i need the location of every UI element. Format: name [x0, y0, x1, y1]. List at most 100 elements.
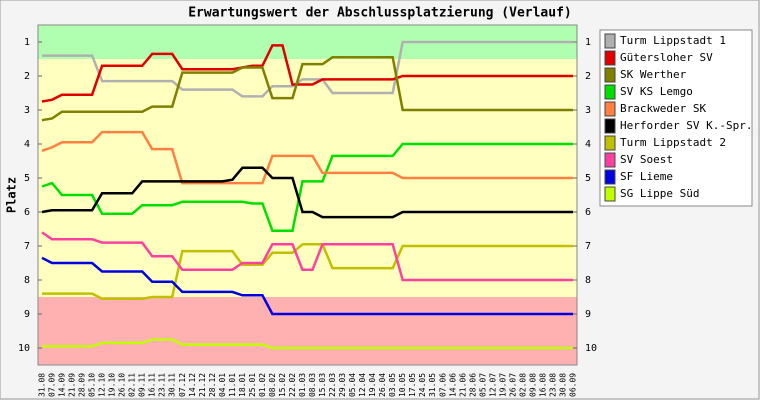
x-tick-label: 10.05	[398, 373, 407, 397]
series-line	[42, 40, 573, 98]
chart-title: Erwartungswert der Abschlussplatzierung …	[188, 6, 572, 21]
x-tick-label: 31.08	[38, 373, 47, 397]
x-tick-label: 22.02	[288, 373, 297, 397]
legend-label: SF Lieme	[620, 170, 673, 183]
series-line	[41, 56, 573, 122]
series-line	[41, 44, 573, 103]
legend-label: SG Lippe Süd	[620, 187, 699, 200]
legend-swatch	[604, 101, 616, 117]
x-tick-label: 31.05	[428, 373, 437, 397]
x-tick-label: 02.08	[518, 373, 527, 397]
legend-box	[599, 29, 753, 207]
x-tick-label: 14.09	[58, 373, 67, 397]
x-tick-label: 23.11	[158, 373, 167, 397]
x-tick-label: 04.01	[218, 373, 227, 397]
x-tick-label: 02.11	[128, 373, 137, 397]
legend-label: Gütersloher SV	[620, 51, 713, 64]
y-tick-label: 4	[24, 139, 30, 150]
y-tick-label-right: 1	[585, 37, 591, 48]
x-tick-label: 28.12	[208, 373, 217, 397]
legend-swatch	[604, 135, 616, 151]
y-tick-label: 5	[24, 173, 30, 184]
x-tick-label: 07.12	[178, 373, 187, 397]
y-tick-label: 10	[18, 343, 30, 354]
series-line	[41, 142, 573, 232]
x-tick-label: 08.03	[308, 373, 317, 397]
x-tick-label: 01.02	[258, 373, 267, 397]
x-tick-label: 01.03	[298, 373, 307, 397]
legend-label: SK Werther	[620, 68, 687, 81]
x-tick-label: 21.09	[68, 373, 77, 397]
x-tick-label: 29.03	[338, 373, 347, 397]
x-tick-label: 14.12	[188, 373, 197, 397]
y-tick-label: 8	[24, 275, 30, 286]
legend-label: SV KS Lemgo	[620, 85, 693, 98]
y-tick-label: 7	[24, 241, 30, 252]
series-line	[41, 130, 573, 185]
x-tick-label: 11.01	[228, 373, 237, 397]
x-tick-label: 06.09	[569, 373, 578, 397]
legend-label: Brackweder SK	[620, 102, 706, 115]
x-tick-label: 19.10	[108, 373, 117, 397]
x-tick-label: 24.05	[418, 373, 427, 397]
x-tick-label: 26.04	[378, 373, 387, 397]
y-tick-label-right: 9	[585, 309, 591, 320]
y-tick-label: 2	[24, 71, 30, 82]
x-tick-label: 18.01	[238, 373, 247, 397]
legend-label: Turm Lippstadt 1	[620, 34, 726, 47]
legend-swatch	[604, 186, 616, 202]
x-tick-label: 21.12	[198, 373, 207, 397]
x-tick-label: 28.06	[468, 373, 477, 397]
legend-swatch	[604, 33, 616, 49]
x-tick-label: 30.08	[558, 373, 567, 397]
legend-swatch	[604, 67, 616, 83]
legend-label: Herforder SV K.-Spr. 2	[620, 119, 760, 132]
plot-area	[37, 24, 578, 366]
y-tick-label: 1	[24, 37, 30, 48]
y-axis-label: Platz	[5, 177, 19, 213]
x-tick-label: 15.02	[278, 373, 287, 397]
y-tick-label-right: 6	[585, 207, 591, 218]
x-tick-label: 08.02	[268, 373, 277, 397]
x-tick-label: 09.11	[138, 373, 147, 397]
x-tick-label: 23.08	[548, 373, 557, 397]
y-tick-label-right: 2	[585, 71, 591, 82]
legend-label: Turm Lippstadt 2	[620, 136, 726, 149]
x-tick-label: 12.04	[358, 373, 367, 397]
y-tick-label-right: 3	[585, 105, 591, 116]
y-tick-label: 3	[24, 105, 30, 116]
legend-swatch	[604, 152, 616, 168]
legend-label: SV Soest	[620, 153, 673, 166]
x-tick-label: 05.07	[478, 373, 487, 397]
zone	[38, 297, 577, 365]
y-tick-label: 6	[24, 207, 30, 218]
y-tick-label-right: 7	[585, 241, 591, 252]
x-tick-label: 26.07	[508, 373, 517, 397]
legend-swatch	[604, 50, 616, 66]
x-tick-label: 25.01	[248, 373, 257, 397]
x-tick-label: 05.04	[348, 373, 357, 397]
y-tick-label-right: 8	[585, 275, 591, 286]
x-tick-label: 15.03	[318, 373, 327, 397]
legend-swatch	[604, 118, 616, 134]
series-line	[42, 338, 573, 350]
x-tick-label: 21.06	[458, 373, 467, 397]
x-tick-label: 16.08	[538, 373, 547, 397]
x-tick-label: 12.07	[488, 373, 497, 397]
x-tick-label: 07.09	[48, 373, 57, 397]
series-line	[41, 231, 573, 282]
x-tick-label: 09.08	[528, 373, 537, 397]
y-tick-label: 9	[24, 309, 30, 320]
x-tick-label: 26.10	[118, 373, 127, 397]
x-tick-label: 19.07	[498, 373, 507, 397]
x-tick-label: 14.06	[448, 373, 457, 397]
x-tick-label: 16.11	[148, 373, 157, 397]
series-line	[41, 256, 573, 316]
x-tick-label: 22.03	[328, 373, 337, 397]
x-tick-label: 30.11	[168, 373, 177, 397]
legend-swatch	[604, 84, 616, 100]
y-tick-label-right: 10	[585, 343, 597, 354]
x-tick-label: 19.04	[368, 373, 377, 397]
x-tick-label: 05.10	[88, 373, 97, 397]
